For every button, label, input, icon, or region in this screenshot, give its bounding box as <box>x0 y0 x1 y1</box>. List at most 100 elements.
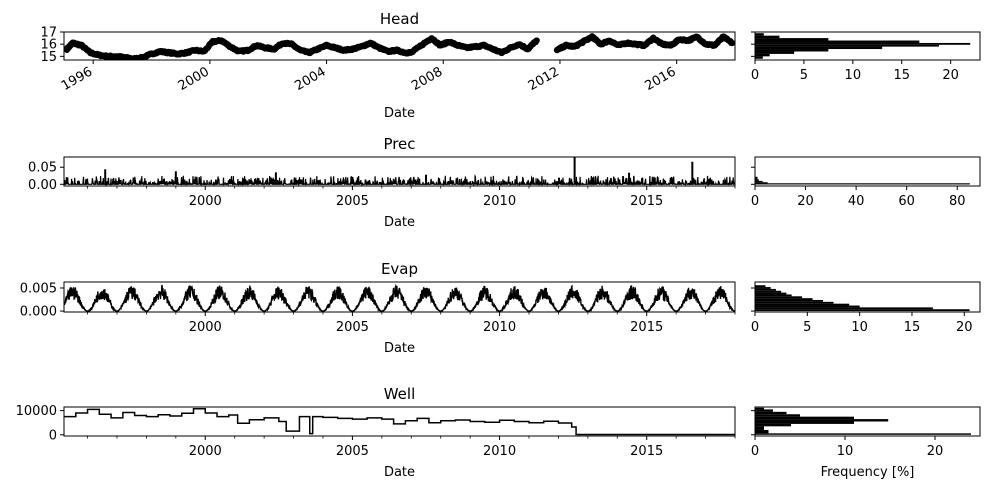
histogram-x-tick-label: 0 <box>751 444 759 459</box>
histogram-bar <box>755 182 768 184</box>
series-line <box>64 407 735 436</box>
y-tick-label: 0.000 <box>20 305 57 320</box>
histogram-bar <box>755 298 813 300</box>
plot-frame <box>63 31 736 61</box>
histogram-bar <box>755 183 970 185</box>
histogram-bar <box>755 176 758 180</box>
histogram-x-tick-label: 15 <box>893 68 910 83</box>
histogram-bar <box>755 46 883 50</box>
histogram-bar <box>755 51 795 54</box>
histogram-bar <box>755 309 970 312</box>
histogram-x-tick-label: 20 <box>797 194 814 209</box>
histogram-bar <box>755 419 889 422</box>
histogram-bar <box>755 423 791 427</box>
histogram-bar <box>755 433 971 435</box>
histogram-bar <box>755 179 759 181</box>
x-tick-label: 2000 <box>189 194 222 209</box>
x-tick-label: 2000 <box>176 64 212 94</box>
plot-frame <box>63 281 736 313</box>
data-layer <box>64 157 735 186</box>
histogram-frame <box>754 31 981 61</box>
y-tick-label: 0.05 <box>28 161 57 176</box>
data-layer <box>64 407 735 436</box>
x-tick-label: 2000 <box>189 320 222 335</box>
chart-title: Well <box>384 385 416 403</box>
histogram-x-tick-label: 10 <box>837 444 854 459</box>
histogram-bar <box>755 287 771 289</box>
histogram-bar <box>755 296 803 299</box>
histogram-bar <box>755 292 787 295</box>
histogram-x-tick-label: 15 <box>904 320 921 335</box>
histogram-bar <box>755 42 971 45</box>
histogram-bar <box>755 407 764 410</box>
histogram-evap: 0 5 10 15 20 <box>751 281 981 335</box>
x-tick-label: 2005 <box>336 320 369 335</box>
histogram-bar <box>755 49 829 52</box>
histogram-x-axis-label: Frequency [%] <box>821 465 915 480</box>
y-tick-label: 0.005 <box>20 282 57 297</box>
x-tick-label: 2000 <box>189 444 222 459</box>
histogram-x-tick-label: 5 <box>803 320 811 335</box>
histogram-bar <box>755 288 776 291</box>
x-axis-label: Date <box>384 465 415 480</box>
x-tick-label: 2005 <box>336 444 369 459</box>
histogram-x-tick-label: 80 <box>949 194 966 209</box>
x-tick-label: 2010 <box>483 444 516 459</box>
histogram-bar <box>755 429 769 434</box>
histogram-x-tick-label: 0 <box>751 320 759 335</box>
histogram-bar <box>755 44 939 47</box>
histogram-x-tick-label: 10 <box>851 320 868 335</box>
histogram-bar <box>755 409 773 412</box>
histogram-bar <box>755 35 780 39</box>
histogram-frame <box>754 406 981 437</box>
histogram-x-tick-label: 20 <box>956 320 973 335</box>
histogram-x-tick-label: 5 <box>800 68 808 83</box>
x-tick-label: 2015 <box>630 444 663 459</box>
histogram-bar <box>755 303 850 306</box>
histogram-x-tick-label: 60 <box>898 194 915 209</box>
histogram-frame <box>754 281 981 313</box>
histogram-x-tick-label: 20 <box>942 68 959 83</box>
histogram-bar <box>755 180 763 183</box>
histogram-bar <box>755 53 770 57</box>
x-axis-label: Date <box>384 215 415 230</box>
y-tick-label: 17 <box>40 26 57 41</box>
y-tick-label: 10000 <box>16 404 57 419</box>
data-point <box>533 37 540 44</box>
panel-evap: Evap 0.000 0.005 2000 2005 2010 2015 Date <box>20 260 736 356</box>
histogram-bar <box>755 33 764 36</box>
x-tick-label: 2008 <box>409 64 445 94</box>
x-tick-label: 2016 <box>642 64 678 94</box>
histogram-bar <box>755 290 782 293</box>
y-tick-label: 15 <box>40 50 57 65</box>
panel-prec: Prec 0.00 0.05 2000 2005 2010 2015 Date <box>28 135 736 230</box>
y-tick-label: 0.00 <box>28 178 57 193</box>
panel-well: Well 0 10000 2000 2005 2010 2015 Date <box>16 385 736 480</box>
histogram-bar <box>755 416 854 420</box>
y-tick-label: 0 <box>49 428 57 443</box>
histogram-x-tick-label: 10 <box>845 68 862 83</box>
histogram-bar <box>755 38 829 41</box>
histogram-bar <box>755 414 800 417</box>
x-tick-label: 2010 <box>483 194 516 209</box>
series-line <box>64 283 735 312</box>
histogram-bar <box>755 421 854 424</box>
histogram-bar <box>755 300 824 302</box>
x-tick-label: 2010 <box>483 320 516 335</box>
histogram-bar <box>755 411 787 415</box>
histogram-bar <box>755 285 766 288</box>
data-layer <box>64 33 735 60</box>
histogram-bar <box>755 294 792 297</box>
chart-title: Evap <box>381 260 418 278</box>
data-layer <box>64 283 735 312</box>
plot-frame <box>63 406 736 437</box>
histogram-bar <box>755 56 763 59</box>
histogram-frame <box>754 156 981 187</box>
chart-title: Prec <box>383 135 415 153</box>
histogram-bar <box>755 40 920 43</box>
histogram-x-tick-label: 20 <box>927 444 944 459</box>
histogram-x-tick-label: 40 <box>848 194 865 209</box>
x-tick-label: 1996 <box>59 64 95 94</box>
